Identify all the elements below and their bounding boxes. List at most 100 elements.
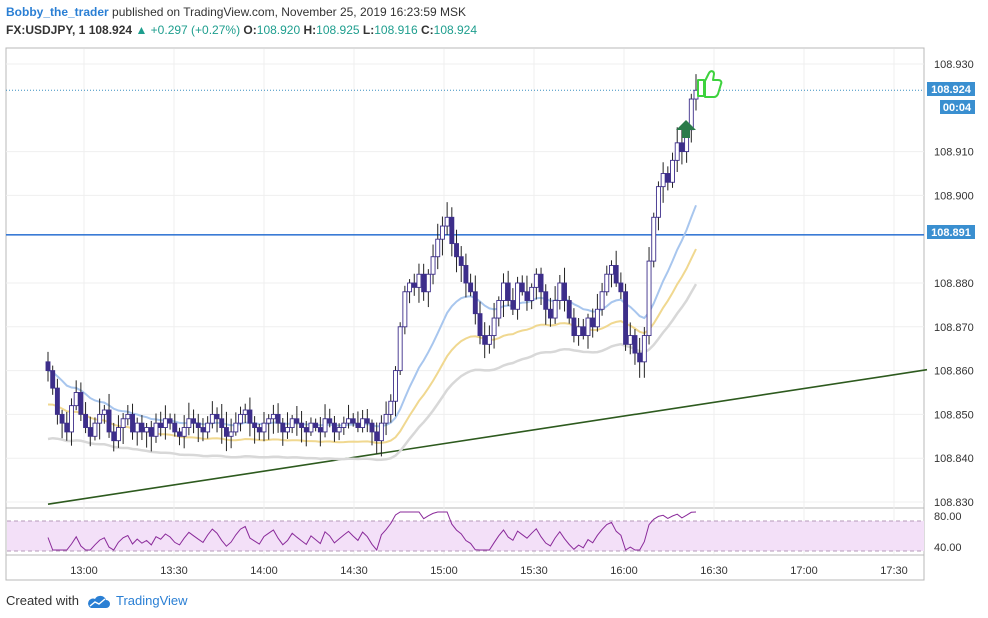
candle-body [585,317,591,337]
candle-body [134,422,140,433]
price-change: +0.297 (+0.27%) [150,23,241,37]
footer: Created with TradingView [6,593,188,609]
candle-body [458,256,464,266]
candle-body [331,422,337,433]
time-axis[interactable]: 13:00 13:30 14:00 14:30 15:00 15:30 16:00 16:30… [70,565,908,577]
y-tick-label: 108.930 [934,59,974,71]
y-tick-label: 108.860 [934,366,974,378]
candle-body [486,335,492,345]
candle-body [491,317,497,337]
candle-body [223,427,229,437]
candle-body [444,216,450,227]
published-text: published on TradingView.com, November 2… [112,5,467,19]
candle-body [435,238,441,258]
rsi-tick-label: 40.00 [934,542,962,554]
high-label: H: [303,23,317,37]
candle-body [599,291,605,310]
candle-body [613,265,619,284]
candle-body [454,243,459,258]
countdown-badge: 00:04 [940,100,975,114]
candle-body [275,413,281,424]
candle-body [327,418,333,424]
candle-body [177,431,182,437]
candle-body [69,405,74,433]
price-axis[interactable]: 108.930 108.910 108.900 108.880 108.870 108.8… [934,59,974,509]
candle-body [59,413,65,424]
candle-body [557,282,563,301]
last-price: 108.924 [88,23,133,37]
candle-body [562,282,567,301]
candle-body [97,413,103,424]
candles [45,74,699,457]
candle-body [402,291,408,328]
candle-body [313,422,319,428]
candle-body [294,418,300,424]
candle-body [54,387,60,415]
candle-body [472,291,478,315]
candle-body [120,418,126,428]
candle-body [200,427,206,433]
candle-body [355,422,361,428]
tradingview-cloud-icon [87,595,110,608]
candle-body [477,313,483,337]
symbol-line: FX:USDJPY, 1 108.924 ▲ +0.297 (+0.27%) O… [6,23,477,37]
candle-body [632,335,638,354]
candle-body [195,422,201,428]
candle-body [674,142,680,161]
trendline[interactable] [47,368,928,505]
candle-body [383,413,389,424]
candle-body [378,422,384,442]
candle-body [111,431,117,442]
candle-body [364,418,370,424]
candle-body [228,431,234,437]
candle-body [317,427,323,433]
candle-body [519,282,525,293]
low-value: 108.916 [374,23,418,37]
candle-body [78,392,84,415]
candle-body [73,392,79,407]
candle-body [655,186,661,218]
candle-body [501,282,506,301]
open-label: O: [243,23,257,37]
candle-body [162,418,168,428]
candle-body [360,418,366,428]
candle-body [538,273,544,293]
tradingview-link[interactable]: TradingView [116,593,188,608]
candle-body [242,409,248,415]
rsi-axis: 80.00 40.00 [934,511,962,554]
last-price-label: 108.924 [931,84,972,96]
candle-body [482,335,488,345]
created-with-text: Created with [6,593,79,608]
x-tick-label: 17:30 [880,565,908,577]
x-tick-label: 17:00 [790,565,818,577]
candle-body [369,422,375,433]
candle-body [421,273,427,293]
candle-body [496,300,502,319]
y-tick-label: 108.900 [934,190,974,202]
candle-body [637,352,643,363]
candle-body [571,317,577,337]
candle-body [101,409,107,415]
candle-body [393,370,398,402]
author-name[interactable]: Bobby_the_trader [6,5,109,19]
rsi-pane [7,511,924,552]
hline-price-label: 108.891 [931,227,971,239]
candle-body [45,361,51,372]
x-tick-label: 13:30 [160,565,188,577]
publish-line: Bobby_the_trader published on TradingVie… [6,5,466,19]
candle-body [50,370,56,389]
candle-body [411,282,417,288]
last-price-badge: 108.924 [927,82,975,96]
candle-body [219,418,225,428]
candle-body [341,422,347,428]
candle-body [191,418,197,424]
candle-body [416,273,422,288]
low-label: L: [362,23,375,37]
candle-body [115,427,121,442]
candle-body [233,422,239,433]
candle-body [285,427,290,433]
candle-body [346,418,351,424]
candle-body [618,282,624,293]
candle-body [181,427,187,437]
